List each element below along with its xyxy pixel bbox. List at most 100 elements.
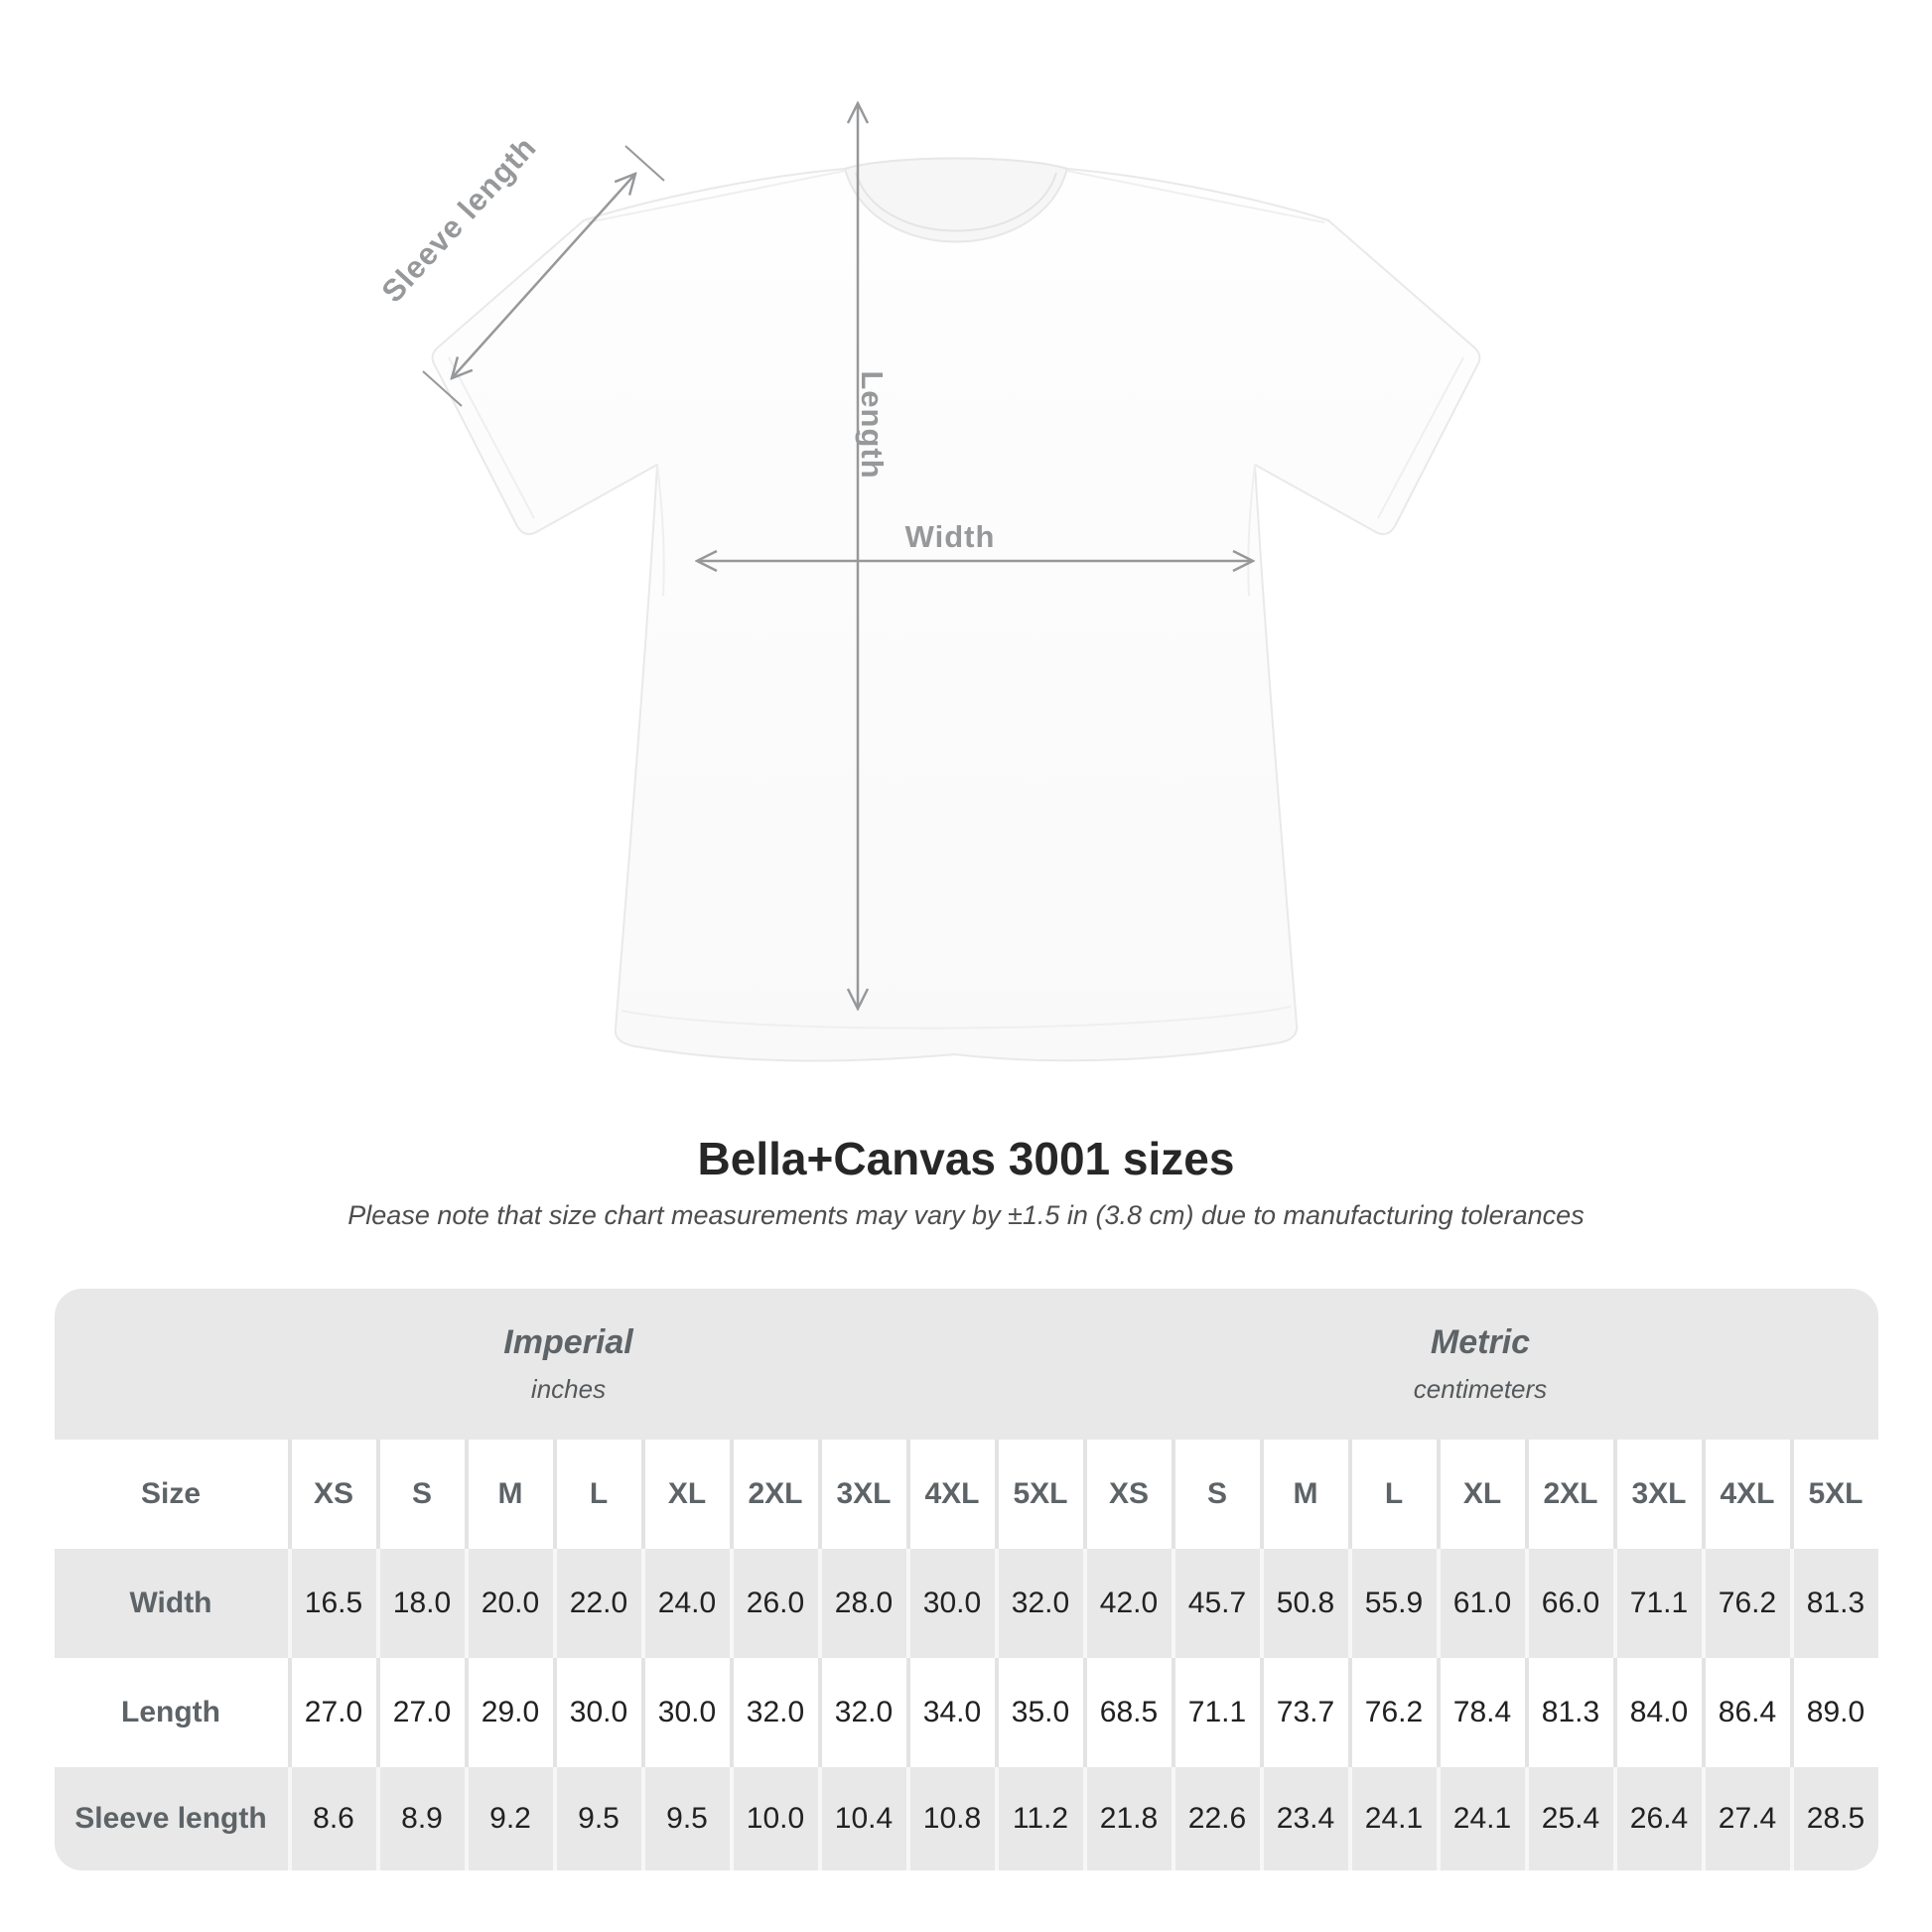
unit-group-header-row: Imperial inches Metric centimeters: [55, 1289, 1878, 1440]
length-imperial-s: 27.0: [375, 1658, 465, 1767]
sleeve-imperial-l: 9.5: [552, 1767, 641, 1870]
length-imperial-l: 30.0: [552, 1658, 641, 1767]
length-imperial-5xl: 35.0: [994, 1658, 1083, 1767]
size-header-metric-3xl: 3XL: [1612, 1440, 1702, 1549]
size-header-metric-4xl: 4XL: [1701, 1440, 1790, 1549]
sleeve-imperial-s: 8.9: [375, 1767, 465, 1870]
metric-group-header: Metric centimeters: [1083, 1289, 1878, 1440]
width-metric-4xl: 76.2: [1701, 1549, 1790, 1658]
imperial-unit: inches: [530, 1374, 607, 1404]
size-table: Imperial inches Metric centimeters Size …: [54, 1289, 1878, 1870]
sleeve-metric-4xl: 27.4: [1701, 1767, 1790, 1870]
size-header-imperial-4xl: 4XL: [905, 1440, 995, 1549]
sleeve-imperial-5xl: 11.2: [994, 1767, 1083, 1870]
length-metric-2xl: 81.3: [1524, 1658, 1613, 1767]
size-header-metric-xs: XS: [1082, 1440, 1172, 1549]
sleeve-length-arrow: [452, 174, 635, 378]
sleeve-imperial-m: 9.2: [464, 1767, 553, 1870]
size-header-imperial-xl: XL: [640, 1440, 730, 1549]
imperial-group-header: Imperial inches: [55, 1289, 1083, 1440]
tshirt-body: [431, 157, 1481, 1062]
length-metric-m: 73.7: [1259, 1658, 1348, 1767]
tshirt-seams: [448, 170, 1464, 1030]
width-label: Width: [905, 519, 996, 554]
sleeve-metric-xs: 21.8: [1082, 1767, 1172, 1870]
size-header-imperial-2xl: 2XL: [729, 1440, 818, 1549]
width-metric-m: 50.8: [1259, 1549, 1348, 1658]
width-imperial-4xl: 30.0: [905, 1549, 995, 1658]
row-label-width: Width: [129, 1587, 212, 1619]
sleeve-metric-m: 23.4: [1259, 1767, 1348, 1870]
measurement-arrows: [422, 103, 1253, 1009]
sleeve-imperial-2xl: 10.0: [729, 1767, 818, 1870]
sleeve-metric-s: 22.6: [1171, 1767, 1260, 1870]
size-header-metric-m: M: [1259, 1440, 1348, 1549]
table-row-length: Length 27.0 27.0 29.0 30.0 30.0 32.0 32.…: [54, 1658, 1878, 1767]
tshirt-collar-seam: [855, 172, 1057, 232]
size-header-metric-5xl: 5XL: [1789, 1440, 1878, 1549]
metric-title: Metric: [1430, 1323, 1531, 1361]
imperial-title: Imperial: [503, 1323, 633, 1361]
size-header-imperial-s: S: [375, 1440, 465, 1549]
metric-unit: centimeters: [1413, 1374, 1548, 1404]
width-metric-s: 45.7: [1171, 1549, 1260, 1658]
length-metric-xs: 68.5: [1082, 1658, 1172, 1767]
tshirt-collar: [843, 157, 1069, 243]
size-header-metric-2xl: 2XL: [1524, 1440, 1613, 1549]
sleeve-arrow-end-tick: [624, 145, 665, 182]
size-header-imperial-m: M: [464, 1440, 553, 1549]
width-imperial-l: 22.0: [552, 1549, 641, 1658]
length-imperial-m: 29.0: [464, 1658, 553, 1767]
length-imperial-4xl: 34.0: [905, 1658, 995, 1767]
sleeve-metric-2xl: 25.4: [1524, 1767, 1613, 1870]
sleeve-metric-3xl: 26.4: [1612, 1767, 1702, 1870]
size-header-metric-l: L: [1347, 1440, 1437, 1549]
width-imperial-s: 18.0: [375, 1549, 465, 1658]
width-metric-xs: 42.0: [1082, 1549, 1172, 1658]
size-header-metric-s: S: [1171, 1440, 1260, 1549]
sleeve-arrow-start-tick: [422, 370, 463, 407]
width-imperial-xs: 16.5: [287, 1549, 376, 1658]
sleeve-metric-l: 24.1: [1347, 1767, 1437, 1870]
width-metric-xl: 61.0: [1436, 1549, 1525, 1658]
sleeve-imperial-4xl: 10.8: [905, 1767, 995, 1870]
width-metric-2xl: 66.0: [1524, 1549, 1613, 1658]
size-header-imperial-3xl: 3XL: [817, 1440, 906, 1549]
length-metric-s: 71.1: [1171, 1658, 1260, 1767]
row-label-length: Length: [121, 1696, 220, 1728]
length-metric-3xl: 84.0: [1612, 1658, 1702, 1767]
table-row-sleeve-length: Sleeve length 8.6 8.9 9.2 9.5 9.5 10.0 1…: [54, 1767, 1878, 1870]
length-metric-4xl: 86.4: [1701, 1658, 1790, 1767]
size-header-imperial-xs: XS: [287, 1440, 376, 1549]
sleeve-imperial-xl: 9.5: [640, 1767, 730, 1870]
length-metric-5xl: 89.0: [1789, 1658, 1878, 1767]
length-imperial-xl: 30.0: [640, 1658, 730, 1767]
sleeve-imperial-3xl: 10.4: [817, 1767, 906, 1870]
sleeve-imperial-xs: 8.6: [287, 1767, 376, 1870]
width-metric-l: 55.9: [1347, 1549, 1437, 1658]
row-label-sleeve-length: Sleeve length: [74, 1802, 267, 1835]
width-imperial-2xl: 26.0: [729, 1549, 818, 1658]
page-title: Bella+Canvas 3001 sizes: [697, 1133, 1235, 1184]
sleeve-metric-xl: 24.1: [1436, 1767, 1525, 1870]
size-header-imperial-5xl: 5XL: [994, 1440, 1083, 1549]
sleeve-metric-5xl: 28.5: [1789, 1767, 1878, 1870]
size-header-row: Size XS S M L XL 2XL 3XL 4XL 5XL XS S M …: [54, 1440, 1878, 1549]
size-column-label: Size: [140, 1477, 202, 1510]
width-imperial-m: 20.0: [464, 1549, 553, 1658]
length-metric-xl: 78.4: [1436, 1658, 1525, 1767]
width-imperial-xl: 24.0: [640, 1549, 730, 1658]
length-imperial-3xl: 32.0: [817, 1658, 906, 1767]
length-label: Length: [855, 370, 890, 479]
length-imperial-xs: 27.0: [287, 1658, 376, 1767]
size-header-metric-xl: XL: [1436, 1440, 1525, 1549]
tshirt-measurement-diagram: Sleeve length Length Width: [374, 0, 1481, 1062]
width-imperial-3xl: 28.0: [817, 1549, 906, 1658]
length-metric-l: 76.2: [1347, 1658, 1437, 1767]
table-row-width: Width 16.5 18.0 20.0 22.0 24.0 26.0 28.0…: [54, 1549, 1878, 1658]
width-metric-5xl: 81.3: [1789, 1549, 1878, 1658]
width-imperial-5xl: 32.0: [994, 1549, 1083, 1658]
tshirt-diagram-svg: Sleeve length Length Width: [374, 0, 1481, 1062]
width-metric-3xl: 71.1: [1612, 1549, 1702, 1658]
